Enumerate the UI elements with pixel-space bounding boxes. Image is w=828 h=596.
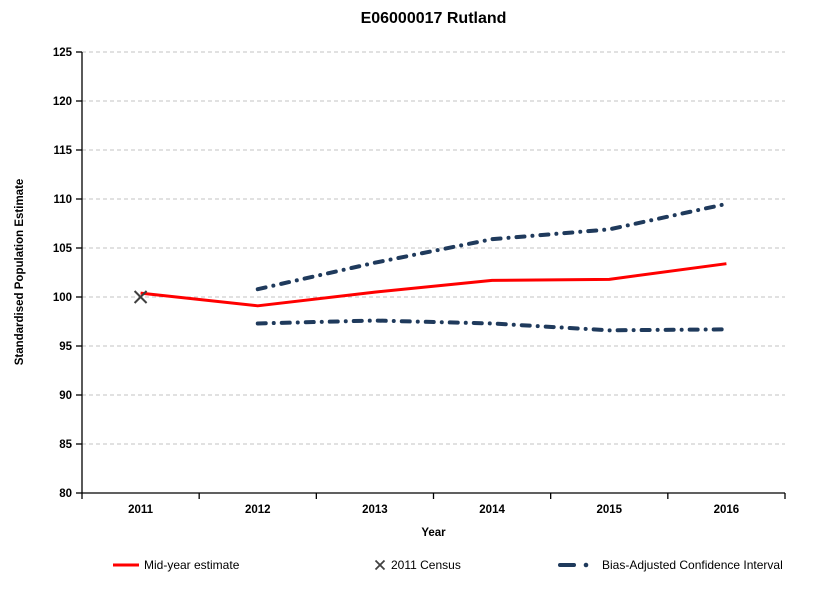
y-axis: 80 85 90 95 100 105 110 115 120 125	[53, 47, 83, 500]
y-tick-label: 95	[59, 341, 72, 353]
census-x-marker-icon	[374, 559, 386, 571]
x-tick-label: 2011	[128, 504, 154, 516]
dash-dot-line-swatch-icon	[558, 562, 589, 568]
y-tick-label: 85	[59, 439, 72, 451]
x-tick-label: 2016	[714, 504, 740, 516]
y-tick-label: 120	[53, 96, 72, 108]
y-tick-label: 90	[59, 390, 72, 402]
x-tick-label: 2012	[245, 504, 271, 516]
midyear-estimate	[140, 262, 727, 308]
ci-lower-line	[255, 318, 729, 333]
legend-label-confidence-interval: Bias-Adjusted Confidence Interval	[602, 558, 783, 572]
legend-label-census: 2011 Census	[391, 558, 461, 572]
legend-item-census: 2011 Census	[373, 554, 461, 576]
legend-label-midyear: Mid-year estimate	[144, 558, 240, 572]
legend-item-confidence-interval: Bias-Adjusted Confidence Interval	[556, 554, 783, 576]
y-tick-label: 125	[53, 47, 73, 59]
y-tick-label: 115	[53, 145, 72, 157]
x-axis: 2011 2012 2013 2014 2015 2016	[81, 492, 786, 516]
chart-title: E06000017 Rutland	[360, 10, 507, 27]
legend-item-midyear: Mid-year estimate	[112, 554, 239, 576]
x-tick-label: 2014	[479, 504, 505, 516]
x-axis-title: Year	[421, 527, 446, 539]
gridlines	[82, 51, 785, 445]
y-tick-label: 100	[53, 292, 72, 304]
y-tick-label: 105	[53, 243, 73, 255]
y-tick-label: 80	[59, 488, 72, 500]
midyear-line-swatch-icon	[113, 563, 139, 567]
y-tick-label: 110	[53, 194, 72, 206]
ci-upper-line	[255, 201, 729, 292]
x-tick-label: 2013	[362, 504, 388, 516]
confidence-interval-lines	[255, 201, 729, 333]
midyear-estimate-line	[140, 262, 727, 308]
x-tick-label: 2015	[596, 504, 622, 516]
census-marker	[133, 290, 148, 304]
legend: Mid-year estimate 2011 Census Bias-Adjus…	[0, 554, 828, 576]
